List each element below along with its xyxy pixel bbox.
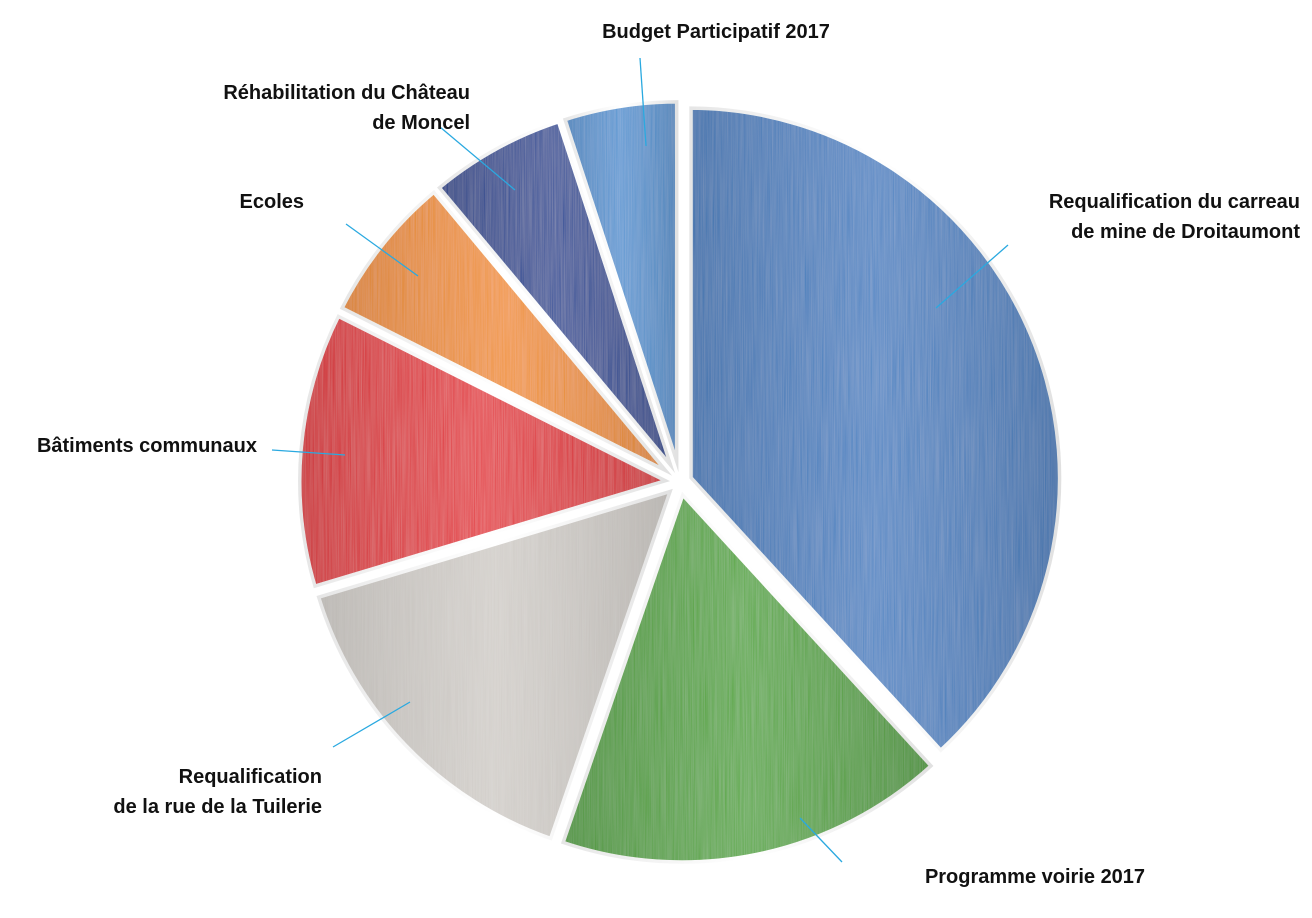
slice-label-line: Programme voirie 2017: [925, 866, 1145, 888]
slice-label-line: de mine de Droitaumont: [1071, 221, 1300, 243]
slice-label-line: de la rue de la Tuilerie: [113, 796, 322, 818]
leader-line-5: [439, 126, 516, 191]
leader-lines: [271, 57, 1009, 863]
pie-slice-shade-2: [316, 488, 673, 841]
slice-label-1: Programme voirie 2017: [925, 866, 1145, 888]
slice-label-6: Budget Participatif 2017: [602, 21, 830, 43]
slice-label-5: Réhabilitation du Château de Moncel: [223, 82, 470, 134]
leader-line-4: [345, 223, 419, 277]
slice-label-line: Budget Participatif 2017: [602, 21, 830, 43]
pie-slice-shade-6: [562, 100, 679, 473]
leader-line-1: [799, 817, 843, 863]
slice-labels: Requalification du carreau de mine de Dro…: [37, 21, 1300, 888]
leader-line-0: [935, 244, 1009, 309]
pie-slice-shade-4: [339, 189, 673, 476]
slice-label-line: Bâtiments communaux: [37, 435, 257, 457]
pie-slice-shade-1: [560, 491, 934, 864]
slice-label-2: Requalification de la rue de la Tuilerie: [113, 766, 322, 818]
slice-label-0: Requalification du carreau de mine de Dro…: [1049, 191, 1301, 243]
pie-slice-shade-5: [437, 119, 676, 474]
slice-label-3: Bâtiments communaux: [37, 435, 257, 457]
slice-label-line: Requalification du carreau: [1049, 191, 1300, 213]
pie-slice-shade-0: [689, 106, 1062, 753]
slice-label-line: Ecoles: [240, 191, 304, 213]
slice-label-line: Réhabilitation du Château: [223, 82, 470, 104]
slice-label-line: Requalification: [179, 766, 322, 788]
slice-label-4: Ecoles: [240, 191, 304, 213]
leader-line-6: [639, 57, 647, 147]
leader-line-3: [271, 449, 346, 456]
slice-label-line: de Moncel: [372, 112, 470, 134]
pie-slices: [294, 96, 1065, 868]
leader-line-2: [332, 701, 411, 748]
pie-slice-shade-3: [298, 314, 671, 589]
